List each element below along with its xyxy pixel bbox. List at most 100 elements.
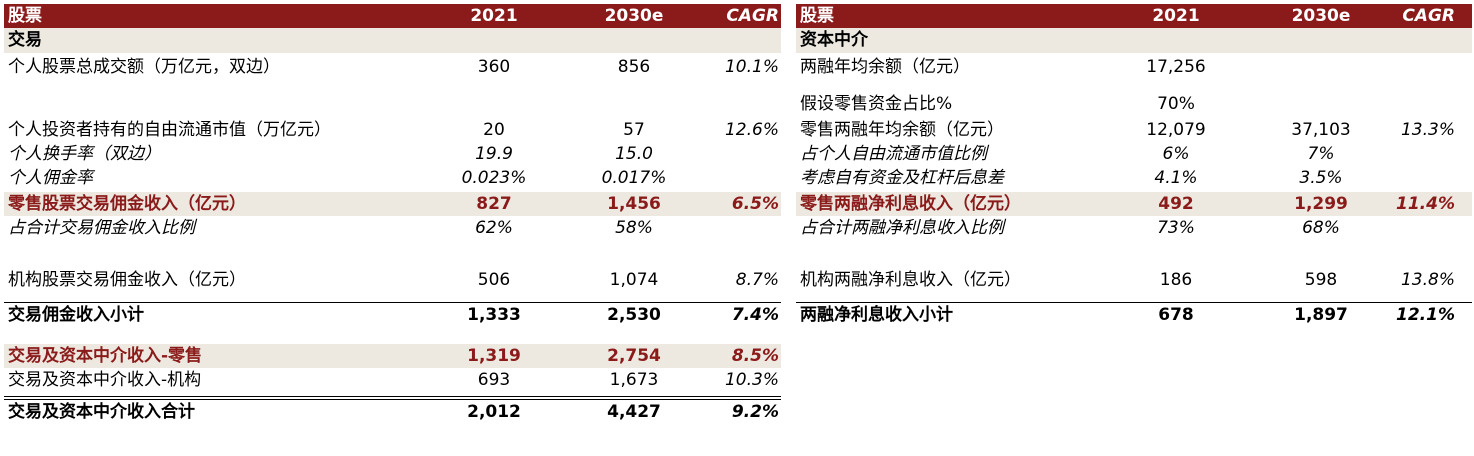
value-2030e: 2,754: [607, 346, 661, 366]
value-2030e: 1,673: [609, 370, 659, 390]
value-2030e: 7%: [1307, 144, 1335, 164]
table-row: 假设零售资金占比% 70%: [796, 92, 1472, 116]
value-cagr: 10.3%: [724, 370, 779, 390]
header-cagr: CAGR: [726, 6, 779, 26]
section-label: 资本中介: [800, 30, 868, 50]
table-row: 个人投资者持有的自由流通市值（万亿元） 20 57 12.6%: [4, 118, 781, 142]
capital-intermediary-table: 股票 2021 2030e CAGR 资本中介 两融年均余额（亿元） 17,25…: [796, 4, 1472, 327]
highlight-row: 零售股票交易佣金收入（亿元） 827 1,456 6.5%: [4, 192, 781, 216]
table-row: 个人佣金率 0.023% 0.017%: [4, 166, 781, 190]
section-header: 资本中介: [796, 28, 1472, 53]
value-cagr: 7.4%: [731, 305, 779, 325]
total-row: 交易及资本中介收入合计 2,012 4,427 9.2%: [4, 396, 781, 424]
value-2021: 73%: [1157, 218, 1195, 238]
row-label: 个人换手率（双边）: [8, 144, 161, 164]
table-row: 机构两融净利息收入（亿元） 186 598 13.8%: [796, 268, 1472, 292]
value-2021: 1,333: [467, 305, 521, 325]
value-2021: 492: [1158, 194, 1194, 214]
value-2021: 1,319: [467, 346, 521, 366]
value-2030e: 598: [1304, 270, 1338, 290]
value-2030e: 856: [617, 57, 651, 77]
header-year-2021: 2021: [470, 6, 518, 26]
table-row: 个人股票总成交额（万亿元，双边） 360 856 10.1%: [4, 55, 781, 79]
highlight-row: 交易及资本中介收入-零售 1,319 2,754 8.5%: [4, 344, 781, 368]
row-label: 考虑自有资金及杠杆后息差: [800, 168, 1004, 188]
row-label: 个人股票总成交额（万亿元，双边）: [8, 57, 280, 77]
value-2030e: 1,897: [1294, 305, 1348, 325]
value-2021: 506: [477, 270, 511, 290]
value-2021: 678: [1158, 305, 1194, 325]
row-label: 交易及资本中介收入-机构: [8, 370, 202, 390]
table-row: 考虑自有资金及杠杆后息差 4.1% 3.5%: [796, 166, 1472, 190]
value-2021: 186: [1159, 270, 1193, 290]
table-header: 股票 2021 2030e CAGR: [4, 4, 781, 28]
table-row: 零售两融年均余额（亿元） 12,079 37,103 13.3%: [796, 118, 1472, 142]
table-row: 占合计两融净利息收入比例 73% 68%: [796, 216, 1472, 240]
value-cagr: 12.1%: [1396, 305, 1455, 325]
header-label: 股票: [8, 6, 42, 26]
row-label: 交易及资本中介收入-零售: [8, 346, 203, 366]
value-2030e: 15.0: [615, 144, 653, 164]
header-year-2030e: 2030e: [604, 6, 664, 26]
value-2030e: 57: [623, 120, 645, 140]
row-label: 交易佣金收入小计: [8, 305, 144, 325]
table-row: 两融年均余额（亿元） 17,256: [796, 55, 1472, 79]
header-year-2021: 2021: [1152, 6, 1200, 26]
value-2030e: 68%: [1302, 218, 1340, 238]
value-2021: 62%: [475, 218, 513, 238]
value-2030e: 3.5%: [1299, 168, 1343, 188]
row-label: 两融净利息收入小计: [800, 305, 953, 325]
section-header: 交易: [4, 28, 781, 53]
value-cagr: 10.1%: [724, 57, 779, 77]
row-label: 机构股票交易佣金收入（亿元）: [8, 270, 246, 290]
value-cagr: 13.3%: [1400, 120, 1455, 140]
value-2030e: 1,074: [609, 270, 659, 290]
value-2030e: 2,530: [607, 305, 661, 325]
value-2021: 12,079: [1146, 120, 1206, 140]
row-label: 个人佣金率: [8, 168, 93, 188]
table-row: 交易及资本中介收入-机构 693 1,673 10.3%: [4, 368, 781, 392]
value-cagr: 8.7%: [735, 270, 779, 290]
row-label: 占合计两融净利息收入比例: [800, 218, 1004, 238]
value-2021: 6%: [1162, 144, 1190, 164]
row-label: 占个人自由流通市值比例: [800, 144, 987, 164]
row-label: 两融年均余额（亿元）: [800, 57, 970, 77]
table-header: 股票 2021 2030e CAGR: [796, 4, 1472, 28]
value-2021: 70%: [1157, 94, 1195, 114]
row-label: 机构两融净利息收入（亿元）: [800, 270, 1021, 290]
header-year-2030e: 2030e: [1291, 6, 1351, 26]
value-2021: 0.023%: [461, 168, 527, 188]
value-2030e: 58%: [615, 218, 653, 238]
row-label: 个人投资者持有的自由流通市值（万亿元）: [8, 120, 331, 140]
table-row: 机构股票交易佣金收入（亿元） 506 1,074 8.7%: [4, 268, 781, 292]
value-cagr: 8.5%: [731, 346, 779, 366]
row-label: 占合计交易佣金收入比例: [8, 218, 195, 238]
value-cagr: 13.8%: [1400, 270, 1455, 290]
value-2021: 360: [477, 57, 511, 77]
value-2030e: 4,427: [607, 402, 661, 422]
value-cagr: 11.4%: [1396, 194, 1455, 214]
value-2021: 2,012: [467, 402, 521, 422]
row-label: 假设零售资金占比%: [800, 94, 953, 114]
value-cagr: 6.5%: [731, 194, 779, 214]
row-label: 零售股票交易佣金收入（亿元）: [8, 194, 246, 214]
subtotal-row: 两融净利息收入小计 678 1,897 12.1%: [796, 302, 1472, 327]
value-2021: 17,256: [1146, 57, 1206, 77]
value-2030e: 37,103: [1291, 120, 1351, 140]
value-2030e: 0.017%: [601, 168, 667, 188]
value-2021: 4.1%: [1154, 168, 1198, 188]
row-label: 交易及资本中介收入合计: [8, 402, 195, 422]
table-row: 占个人自由流通市值比例 6% 7%: [796, 142, 1472, 166]
value-cagr: 9.2%: [731, 402, 779, 422]
trading-table: 股票 2021 2030e CAGR 交易 个人股票总成交额（万亿元，双边） 3…: [4, 4, 781, 424]
table-row: 个人换手率（双边） 19.9 15.0: [4, 142, 781, 166]
header-label: 股票: [800, 6, 834, 26]
value-2021: 827: [476, 194, 512, 214]
value-2021: 693: [477, 370, 511, 390]
row-label: 零售两融年均余额（亿元）: [800, 120, 1004, 140]
value-2021: 19.9: [475, 144, 513, 164]
value-2030e: 1,456: [607, 194, 661, 214]
section-label: 交易: [8, 30, 42, 50]
row-label: 零售两融净利息收入（亿元）: [800, 194, 1021, 214]
subtotal-row: 交易佣金收入小计 1,333 2,530 7.4%: [4, 302, 781, 327]
